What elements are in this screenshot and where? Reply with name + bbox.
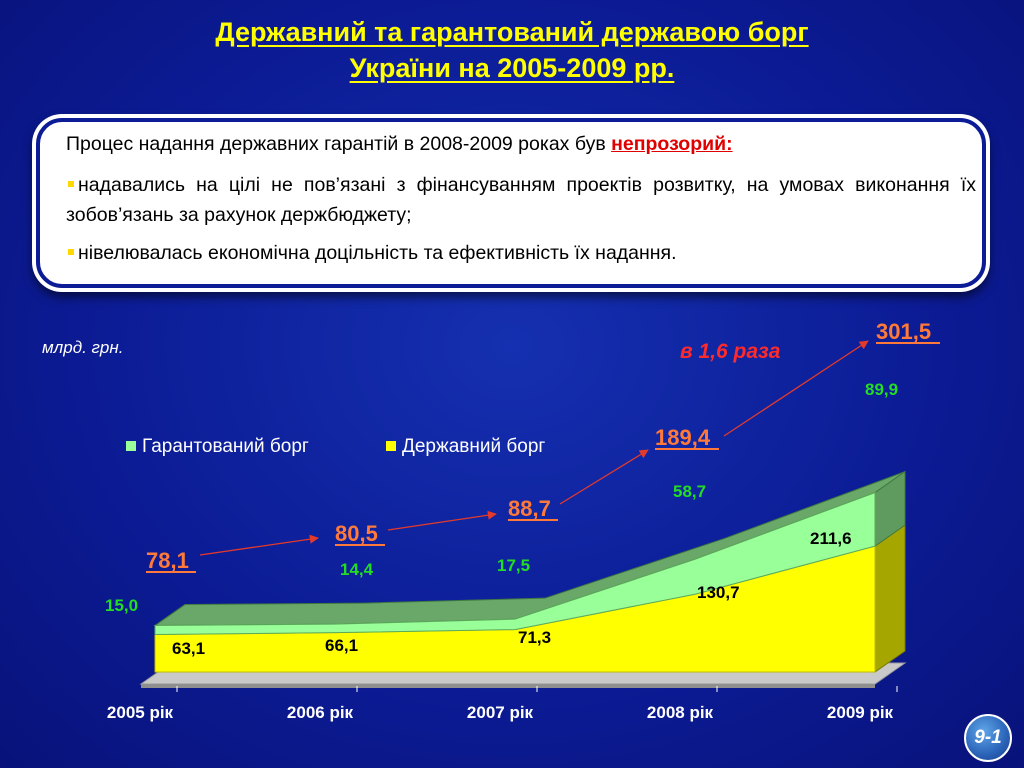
bullet-text-2: нівелювалась економічна доцільність та е… (78, 242, 677, 264)
info-highlight: непрозорий: (611, 133, 733, 155)
bullet-marker-icon (68, 248, 74, 255)
total-value-label: 301,5 (876, 319, 931, 344)
x-axis-tick-label: 2007 рік (467, 703, 534, 722)
state-debt-value-label: 130,7 (697, 583, 740, 602)
state-debt-value-label: 66,1 (325, 636, 358, 655)
total-value-label: 88,7 (508, 496, 551, 521)
x-axis-tick-label: 2006 рік (287, 703, 354, 722)
legend-label-guaranteed: Гарантований борг (142, 436, 309, 457)
bullet-item-2: нівелювалась економічна доцільність та е… (66, 238, 982, 268)
title-line-2: України на 2005-2009 рр. (349, 53, 675, 83)
growth-arrow (723, 340, 869, 437)
growth-arrow (387, 510, 497, 531)
total-value-label: 80,5 (335, 521, 378, 546)
unit-label: млрд. грн. (42, 338, 123, 357)
state-debt-value-label: 211,6 (810, 529, 852, 548)
guaranteed-debt-value-label: 14,4 (340, 560, 374, 579)
slide-number-badge: 9-1 (964, 714, 1012, 762)
state-debt-side-face (874, 524, 906, 673)
title-line-1: Державний та гарантований державою борг (215, 17, 809, 47)
info-intro-text: Процес надання державних гарантій в 2008… (66, 133, 612, 155)
state-debt-value-label: 63,1 (172, 639, 205, 658)
x-axis-tick-label: 2009 рік (827, 703, 894, 722)
growth-annotation: в 1,6 раза (680, 340, 781, 363)
legend-label-state: Державний борг (402, 436, 545, 457)
chart-floor-edge (141, 684, 875, 688)
guaranteed-debt-value-label: 17,5 (497, 556, 530, 575)
legend-swatch-guaranteed (126, 441, 136, 451)
guaranteed-debt-value-label: 58,7 (673, 482, 706, 501)
x-axis-tick-label: 2008 рік (647, 703, 714, 722)
total-value-label: 78,1 (146, 548, 189, 573)
info-intro: Процес надання державних гарантій в 2008… (66, 130, 982, 158)
guaranteed-debt-value-label: 15,0 (105, 596, 138, 615)
bullet-item-1: надавались на цілі не пов’язані з фінанс… (66, 170, 982, 230)
info-box: Процес надання державних гарантій в 2008… (36, 118, 986, 288)
bullet-marker-icon (68, 180, 74, 187)
state-debt-value-label: 71,3 (518, 628, 551, 647)
legend-swatch-state (386, 441, 396, 451)
bullet-text-1: надавались на цілі не пов’язані з фінанс… (66, 174, 976, 226)
total-value-label: 189,4 (655, 425, 711, 450)
slide-title: Державний та гарантований державою борг … (0, 14, 1024, 86)
growth-arrow (559, 449, 649, 505)
x-axis-tick-label: 2005 рік (107, 703, 174, 722)
growth-arrow (199, 534, 319, 556)
guaranteed-debt-area (154, 491, 876, 635)
guaranteed-debt-value-label: 89,9 (865, 380, 898, 399)
